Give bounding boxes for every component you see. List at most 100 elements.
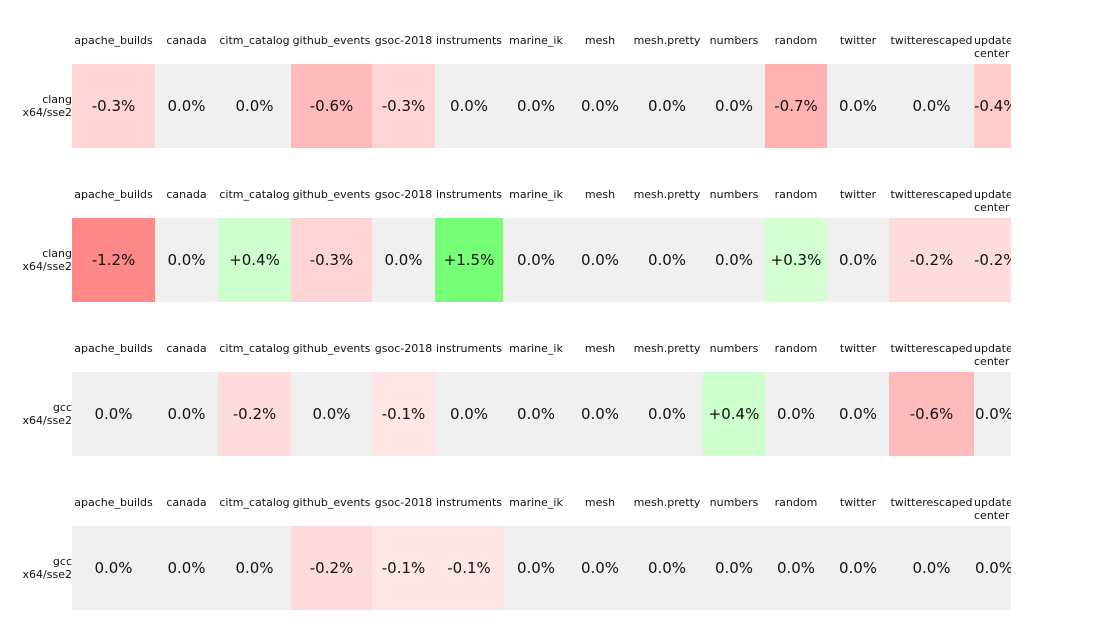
- heatmap-cell: 0.0%: [503, 218, 569, 302]
- heatmap-cell: 0.0%: [569, 218, 631, 302]
- heatmap-cell: 0.0%: [765, 372, 827, 456]
- column-header: mesh.pretty: [633, 342, 701, 355]
- column-header: instruments: [435, 34, 503, 47]
- row-compiler-label: clang: [42, 93, 72, 106]
- heatmap-cell: 0.0%: [974, 526, 1011, 610]
- column-header: twitter: [839, 496, 877, 509]
- row-compiler-label: gcc: [52, 401, 72, 414]
- column-header: update-center: [974, 496, 1011, 522]
- row-label: gcc x64/sse2: [0, 555, 72, 581]
- heatmap-cell: +1.5%: [435, 218, 503, 302]
- column-header: twitter: [839, 188, 877, 201]
- heatmap-cell: -0.2%: [974, 218, 1011, 302]
- heatmap-cell: 0.0%: [569, 372, 631, 456]
- column-header: mesh: [584, 188, 616, 201]
- column-header: marine_ik: [509, 496, 563, 509]
- heatmap-block: clang x64/sse2 apache_builds -0.3% canada 0.0…: [0, 34, 1100, 188]
- heatmap-cell: 0.0%: [631, 372, 703, 456]
- column-header: citm_catalog: [219, 34, 290, 47]
- heatmap-cell: 0.0%: [569, 526, 631, 610]
- heatmap-cell: -1.2%: [72, 218, 155, 302]
- column-header: apache_builds: [74, 188, 153, 201]
- column-header: gsoc-2018: [374, 34, 433, 47]
- heatmap-cell: -0.7%: [765, 64, 827, 148]
- heatmap-cell: 0.0%: [703, 64, 765, 148]
- heatmap-cell: 0.0%: [827, 64, 889, 148]
- heatmap-cell: 0.0%: [155, 64, 218, 148]
- row-compiler-label: gcc: [52, 555, 72, 568]
- column-header: github_events: [292, 188, 371, 201]
- heatmap-cell: 0.0%: [703, 218, 765, 302]
- column-header: mesh: [584, 34, 616, 47]
- heatmap-cell: 0.0%: [503, 526, 569, 610]
- column-header: twitterescaped: [890, 496, 973, 509]
- heatmap-cell: 0.0%: [569, 64, 631, 148]
- column-header: numbers: [709, 342, 759, 355]
- heatmap-row-area: apache_builds -1.2% canada 0.0% citm_catalog…: [0, 188, 1011, 342]
- heatmap-cell: -0.4%: [974, 64, 1011, 148]
- column-header: twitter: [839, 34, 877, 47]
- heatmap-block: gcc x64/sse2 apache_builds 0.0% canada 0.0% ci…: [0, 342, 1100, 496]
- row-label: clang x64/sse2: [0, 93, 72, 119]
- column-header: marine_ik: [509, 188, 563, 201]
- column-header: citm_catalog: [219, 496, 290, 509]
- row-label: clang x64/sse2: [0, 247, 72, 273]
- heatmap-cell: 0.0%: [889, 526, 974, 610]
- column-header: gsoc-2018: [374, 496, 433, 509]
- heatmap-cell: 0.0%: [435, 372, 503, 456]
- heatmap-cell: 0.0%: [72, 526, 155, 610]
- heatmap-cell: -0.3%: [291, 218, 372, 302]
- column-header: gsoc-2018: [374, 342, 433, 355]
- heatmap-cell: 0.0%: [435, 64, 503, 148]
- heatmap-cell: -0.1%: [372, 526, 435, 610]
- column-header: twitterescaped: [890, 34, 973, 47]
- heatmap-cell: 0.0%: [291, 372, 372, 456]
- heatmap-cell: 0.0%: [827, 372, 889, 456]
- column-header: apache_builds: [74, 496, 153, 509]
- column-header: github_events: [292, 342, 371, 355]
- column-header: canada: [166, 342, 207, 355]
- column-header: canada: [166, 496, 207, 509]
- row-target-label: x64/sse2: [22, 568, 72, 581]
- heatmap-cell: 0.0%: [72, 372, 155, 456]
- heatmap-cell: 0.0%: [974, 372, 1011, 456]
- column-header: apache_builds: [74, 34, 153, 47]
- heatmap-cell: -0.1%: [435, 526, 503, 610]
- column-header: update-center: [974, 188, 1011, 214]
- column-header: mesh.pretty: [633, 496, 701, 509]
- column-header: mesh.pretty: [633, 34, 701, 47]
- heatmap-row-area: apache_builds 0.0% canada 0.0% citm_catalog 0…: [0, 496, 1011, 640]
- heatmap-cell: 0.0%: [631, 526, 703, 610]
- column-header: twitterescaped: [890, 188, 973, 201]
- heatmap-cell: -0.2%: [291, 526, 372, 610]
- row-target-label: x64/sse2: [22, 414, 72, 427]
- column-header: instruments: [435, 342, 503, 355]
- column-header: instruments: [435, 188, 503, 201]
- column-header: canada: [166, 34, 207, 47]
- heatmap-cell: -0.6%: [291, 64, 372, 148]
- column-header: numbers: [709, 188, 759, 201]
- heatmap-cell: 0.0%: [631, 218, 703, 302]
- column-header: marine_ik: [509, 34, 563, 47]
- row-label: gcc x64/sse2: [0, 401, 72, 427]
- column-header: marine_ik: [509, 342, 563, 355]
- heatmap-block: clang x64/sse2 apache_builds -1.2% canada 0.0…: [0, 188, 1100, 342]
- column-header: mesh: [584, 496, 616, 509]
- column-header: apache_builds: [74, 342, 153, 355]
- column-header: canada: [166, 188, 207, 201]
- heatmap-row-area: apache_builds -0.3% canada 0.0% citm_catalog…: [0, 34, 1011, 188]
- heatmap-cell: 0.0%: [503, 64, 569, 148]
- heatmap-cell: -0.2%: [218, 372, 291, 456]
- column-header: citm_catalog: [219, 342, 290, 355]
- heatmap-cell: 0.0%: [155, 372, 218, 456]
- heatmap-cell: 0.0%: [827, 218, 889, 302]
- heatmap-block: gcc x64/sse2 apache_builds 0.0% canada 0.0% ci…: [0, 496, 1100, 640]
- heatmap-cell: 0.0%: [218, 526, 291, 610]
- column-header: github_events: [292, 496, 371, 509]
- column-header: numbers: [709, 496, 759, 509]
- heatmap-cell: -0.3%: [72, 64, 155, 148]
- heatmap-cell: +0.4%: [218, 218, 291, 302]
- column-header: random: [774, 34, 818, 47]
- heatmap-cell: -0.2%: [889, 218, 974, 302]
